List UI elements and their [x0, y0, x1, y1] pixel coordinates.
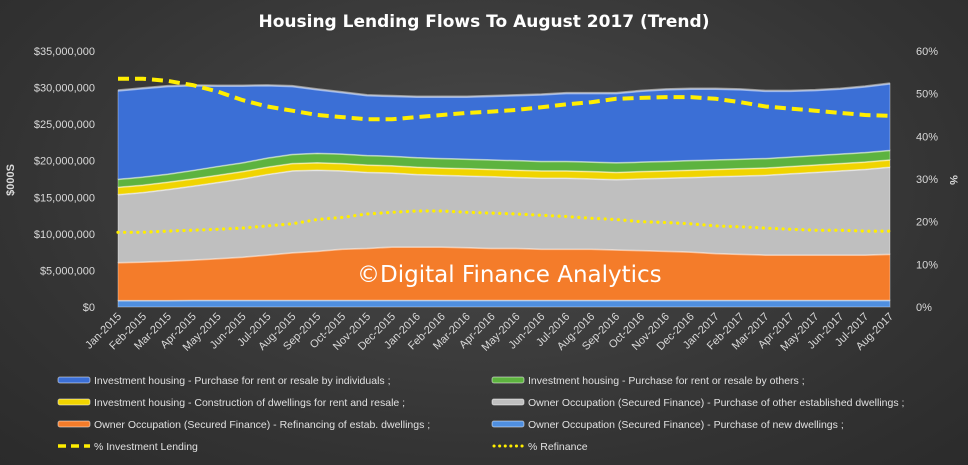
- area-series-4: [117, 149, 891, 188]
- y-tick-label: $20,000,000: [34, 156, 95, 168]
- legend-label: Owner Occupation (Secured Finance) - Pur…: [528, 419, 844, 431]
- legend-swatch: [57, 420, 91, 428]
- stacked-areas: [117, 82, 891, 308]
- area-series-1: [117, 246, 891, 301]
- y2-axis-title: %: [947, 175, 959, 185]
- legend-swatch: [57, 398, 91, 406]
- y-tick-label: $15,000,000: [34, 192, 95, 204]
- y2-tick-label: 0%: [916, 302, 932, 314]
- legend-label: Investment housing - Construction of dwe…: [94, 397, 405, 409]
- watermark-text: ©Digital Finance Analytics: [357, 262, 662, 288]
- area-series-5: [117, 82, 891, 180]
- y2-tick-label: 60%: [916, 46, 938, 58]
- percent-lines: [116, 76, 892, 234]
- y-tick-label: $5,000,000: [40, 265, 95, 277]
- y-tick-label: $35,000,000: [34, 46, 95, 58]
- chart-title: Housing Lending Flows To August 2017 (Tr…: [259, 12, 710, 32]
- y-axis-right: 0% 10% 20% 30% 40% 50% 60%: [916, 46, 938, 314]
- y-tick-label: $25,000,000: [34, 119, 95, 131]
- legend-label: Investment housing - Purchase for rent o…: [94, 375, 390, 387]
- line-series-0: [118, 76, 891, 122]
- x-axis: Jan-2015Feb-2015Mar-2015Apr-2015May-2015…: [83, 311, 896, 354]
- legend-swatch: [491, 376, 525, 384]
- y2-tick-label: 10%: [916, 259, 938, 271]
- legend-label: % Investment Lending: [94, 441, 198, 453]
- y2-tick-label: 30%: [916, 174, 938, 186]
- legend-swatch: [491, 398, 525, 406]
- legend-label: Investment housing - Purchase for rent o…: [528, 375, 805, 387]
- y-axis-left: $0 $5,000,000 $10,000,000 $15,000,000 $20,00…: [34, 46, 95, 314]
- legend-swatch: [57, 376, 91, 384]
- area-edge-5: [117, 82, 891, 98]
- y2-tick-label: 40%: [916, 131, 938, 143]
- y-axis-title: $000S: [5, 164, 17, 196]
- area-series-2: [117, 166, 891, 263]
- y2-tick-label: 50%: [916, 89, 938, 101]
- legend-label: Owner Occupation (Secured Finance) - Pur…: [528, 397, 904, 409]
- legend-swatch: [491, 420, 525, 428]
- legend: Investment housing - Purchase for rent o…: [57, 375, 904, 453]
- legend-label: % Refinance: [528, 441, 588, 453]
- y-tick-label: $0: [83, 302, 95, 314]
- y2-tick-label: 20%: [916, 217, 938, 229]
- y-tick-label: $10,000,000: [34, 229, 95, 241]
- legend-label: Owner Occupation (Secured Finance) - Ref…: [94, 419, 430, 431]
- area-series-3: [117, 159, 891, 195]
- y-tick-label: $30,000,000: [34, 83, 95, 95]
